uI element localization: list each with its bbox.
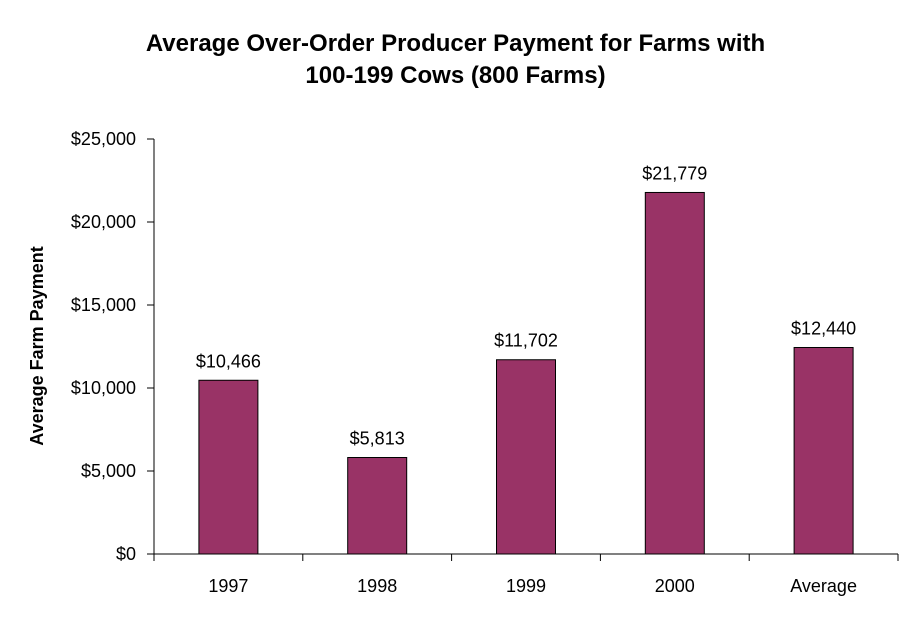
data-label: $12,440 [791, 318, 856, 338]
y-tick-label: $20,000 [71, 212, 136, 232]
y-tick-label: $10,000 [71, 378, 136, 398]
data-labels: $10,466 $5,813 $11,702 $21,779 $12,440 [196, 163, 856, 448]
y-tick-label: $25,000 [71, 129, 136, 149]
y-tick-label: $15,000 [71, 295, 136, 315]
data-label: $21,779 [642, 163, 707, 183]
axes: $0 $5,000 $10,000 $15,000 $20,000 $25,000 1997… [71, 129, 899, 596]
bars [198, 191, 854, 555]
chart-title-line-1: Average Over-Order Producer Payment for … [145, 30, 766, 57]
bar [347, 457, 408, 555]
y-tick-label: $5,000 [81, 461, 136, 481]
x-tick-label: 1998 [357, 576, 397, 596]
bar [793, 346, 854, 555]
data-label: $11,702 [494, 331, 558, 351]
x-tick-label: 2000 [655, 576, 695, 596]
chart-title: Average Over-Order Producer Payment for … [0, 28, 911, 92]
data-label: $5,813 [350, 429, 405, 449]
data-label: $10,466 [196, 351, 261, 371]
y-axis-label: Average Farm Payment [27, 246, 47, 445]
x-tick-label: 1997 [208, 576, 248, 596]
chart-title-line-2: 100-199 Cows (800 Farms) [305, 62, 606, 89]
x-tick-label: 1999 [506, 576, 546, 596]
bar [198, 379, 259, 555]
bar [496, 359, 556, 555]
x-tick-label: Average [790, 576, 857, 596]
bar [644, 191, 705, 555]
y-tick-label: $0 [116, 544, 136, 564]
